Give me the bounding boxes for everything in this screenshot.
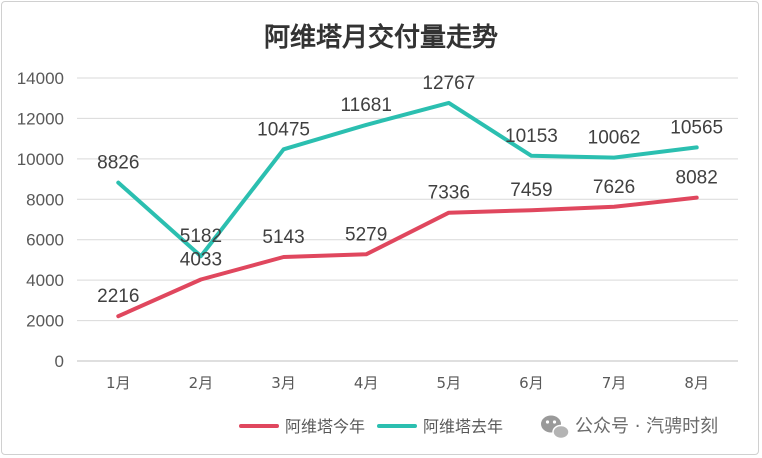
axes: 0 2000 4000 6000 8000 10000 12000 14000 1月 2月 3月 4月… [17,69,738,392]
y-tick-label: 14000 [17,69,64,88]
data-label: 10475 [257,119,310,140]
data-label: 2216 [97,286,139,307]
data-label: 7626 [593,177,635,198]
legend: 阿维塔今年 阿维塔去年 [239,417,503,436]
data-labels: 2216 4033 5143 5279 7336 7459 7626 8082 8826 5182… [97,73,723,307]
y-tick-label: 2000 [26,312,64,331]
data-label: 10565 [670,117,723,138]
wechat-icon [541,415,570,440]
data-label: 10062 [588,128,641,149]
data-label: 12767 [422,73,475,94]
data-label: 8082 [676,168,718,189]
legend-label: 阿维塔去年 [423,417,503,436]
y-tick-label: 12000 [17,109,64,128]
x-tick-label: 7月 [602,374,627,392]
watermark-text: 公众号 · 汽骋时刻 [575,416,718,437]
data-label: 11681 [340,95,391,116]
gridlines [77,77,738,362]
series-line-1 [116,100,699,259]
data-label: 10153 [505,126,558,147]
series-lines [116,100,699,319]
series-line-0 [116,195,699,319]
y-tick-label: 8000 [26,190,64,209]
y-tick-label: 10000 [17,150,64,169]
x-tick-label: 6月 [519,374,544,392]
watermark: 公众号 · 汽骋时刻 [541,415,718,440]
x-tick-label: 8月 [684,374,709,392]
data-label: 7336 [428,183,470,204]
x-tick-label: 3月 [271,374,296,392]
x-tick-label: 4月 [354,374,379,392]
data-label: 4033 [180,249,222,270]
data-label: 8826 [97,153,139,174]
chart-title: 阿维塔月交付量走势 [264,22,498,53]
data-label: 5143 [262,227,304,248]
legend-label: 阿维塔今年 [285,417,365,436]
data-label: 7459 [510,180,552,201]
y-tick-label: 0 [55,352,64,371]
data-label: 5279 [345,224,387,245]
x-tick-label: 5月 [437,374,462,392]
x-tick-label: 1月 [106,374,131,392]
y-tick-label: 6000 [26,231,64,250]
x-tick-label: 2月 [189,374,214,392]
y-tick-label: 4000 [26,271,64,290]
data-label: 5182 [180,226,222,247]
